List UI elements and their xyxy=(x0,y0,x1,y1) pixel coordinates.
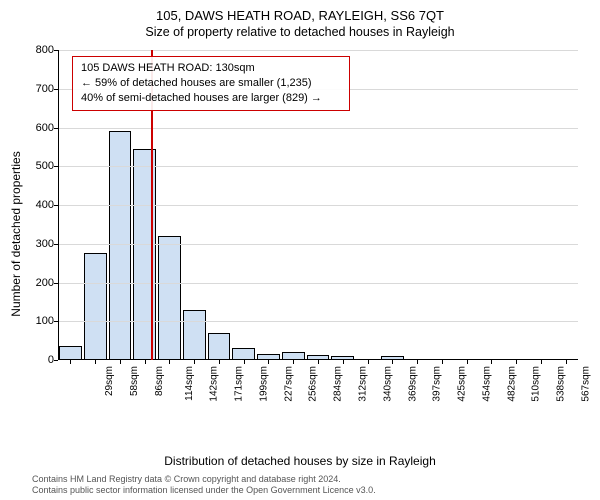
x-tick-label: 454sqm xyxy=(481,366,492,402)
y-tick-label: 0 xyxy=(24,354,54,366)
x-tick-label: 114sqm xyxy=(184,366,195,401)
x-tick-mark xyxy=(120,360,121,364)
x-tick-mark xyxy=(392,360,393,364)
x-tick-mark xyxy=(293,360,294,364)
footer-line-2: Contains public sector information licen… xyxy=(32,485,600,496)
gridline xyxy=(58,205,578,206)
y-tick-label: 100 xyxy=(24,315,54,327)
gridline xyxy=(58,283,578,284)
gridline xyxy=(58,50,578,51)
gridline xyxy=(58,166,578,167)
x-tick-label: 312sqm xyxy=(358,366,369,402)
gridline xyxy=(58,321,578,322)
histogram-bar xyxy=(133,149,156,360)
x-tick-label: 86sqm xyxy=(154,366,165,396)
y-tick-mark xyxy=(54,360,58,361)
y-tick-label: 700 xyxy=(24,83,54,95)
footer-line-1: Contains HM Land Registry data © Crown c… xyxy=(32,474,600,485)
y-axis-line xyxy=(58,50,59,360)
x-tick-mark xyxy=(467,360,468,364)
x-tick-mark xyxy=(318,360,319,364)
histogram-bar xyxy=(208,333,231,360)
x-tick-mark xyxy=(541,360,542,364)
page-title: 105, DAWS HEATH ROAD, RAYLEIGH, SS6 7QT xyxy=(0,0,600,23)
x-tick-mark xyxy=(343,360,344,364)
x-tick-mark xyxy=(442,360,443,364)
x-tick-label: 397sqm xyxy=(432,366,443,402)
x-axis-line xyxy=(58,359,578,360)
x-tick-mark xyxy=(244,360,245,364)
histogram-bar xyxy=(84,253,107,360)
y-tick-label: 600 xyxy=(24,122,54,134)
plot-area: 29sqm58sqm86sqm114sqm142sqm171sqm199sqm2… xyxy=(58,50,578,360)
x-tick-label: 340sqm xyxy=(382,366,393,402)
x-tick-label: 29sqm xyxy=(104,366,115,396)
y-tick-label: 500 xyxy=(24,160,54,172)
x-tick-label: 482sqm xyxy=(506,366,517,402)
x-tick-mark xyxy=(417,360,418,364)
histogram-bar xyxy=(158,236,181,360)
y-tick-label: 300 xyxy=(24,238,54,250)
x-tick-mark xyxy=(219,360,220,364)
x-tick-label: 510sqm xyxy=(531,366,542,402)
gridline xyxy=(58,128,578,129)
x-tick-label: 171sqm xyxy=(234,366,245,402)
x-tick-label: 58sqm xyxy=(129,366,140,396)
y-tick-label: 800 xyxy=(24,44,54,56)
annotation-line-1: 105 DAWS HEATH ROAD: 130sqm xyxy=(81,61,341,76)
x-tick-mark xyxy=(491,360,492,364)
y-tick-label: 200 xyxy=(24,277,54,289)
annotation-line-3: 40% of semi-detached houses are larger (… xyxy=(81,91,341,106)
x-tick-mark xyxy=(194,360,195,364)
x-tick-mark xyxy=(70,360,71,364)
x-tick-mark xyxy=(566,360,567,364)
x-axis-label: Distribution of detached houses by size … xyxy=(0,454,600,468)
x-tick-mark xyxy=(368,360,369,364)
y-tick-label: 400 xyxy=(24,199,54,211)
histogram-bar xyxy=(183,310,206,360)
x-tick-mark xyxy=(268,360,269,364)
x-tick-label: 425sqm xyxy=(457,366,468,402)
x-tick-label: 284sqm xyxy=(333,366,344,402)
x-tick-label: 538sqm xyxy=(556,366,567,402)
chart-container: Number of detached properties 29sqm58sqm… xyxy=(0,44,600,424)
x-tick-label: 142sqm xyxy=(209,366,220,402)
footer: Contains HM Land Registry data © Crown c… xyxy=(0,474,600,497)
histogram-bar xyxy=(59,346,82,360)
annotation-box: 105 DAWS HEATH ROAD: 130sqm ← 59% of det… xyxy=(72,56,350,111)
annotation-line-2: ← 59% of detached houses are smaller (1,… xyxy=(81,76,341,91)
x-tick-label: 199sqm xyxy=(259,366,270,402)
gridline xyxy=(58,244,578,245)
x-tick-mark xyxy=(169,360,170,364)
x-tick-mark xyxy=(516,360,517,364)
x-tick-mark xyxy=(95,360,96,364)
x-tick-label: 567sqm xyxy=(580,366,591,402)
x-tick-mark xyxy=(145,360,146,364)
y-axis-label: Number of detached properties xyxy=(9,151,23,316)
x-tick-label: 227sqm xyxy=(283,366,294,402)
x-tick-label: 256sqm xyxy=(308,366,319,402)
x-tick-label: 369sqm xyxy=(407,366,418,402)
page-subtitle: Size of property relative to detached ho… xyxy=(0,23,600,39)
